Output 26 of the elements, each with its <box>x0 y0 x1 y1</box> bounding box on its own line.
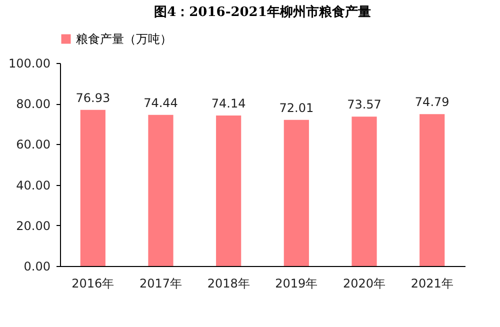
bar <box>148 114 174 266</box>
x-tick-label: 2021年 <box>410 276 454 290</box>
bar <box>420 114 445 266</box>
legend-label: 粮食产量（万吨） <box>76 32 172 46</box>
y-tick-label: 100.00 <box>8 56 50 70</box>
chart-title: 图4：2016-2021年柳州市粮食产量 <box>154 4 371 20</box>
data-label: 74.14 <box>211 96 246 110</box>
y-tick-label: 80.00 <box>16 97 50 112</box>
x-tick-label: 2016年 <box>72 276 114 290</box>
y-tick-label: 60.00 <box>16 138 50 152</box>
y-tick-label: 20.00 <box>16 218 50 233</box>
x-tick-label: 2020年 <box>342 276 386 290</box>
data-label: 72.01 <box>279 100 314 115</box>
data-label: 73.57 <box>347 98 382 112</box>
data-label: 76.93 <box>76 90 110 105</box>
y-tick-label: 40.00 <box>16 178 50 192</box>
bar <box>80 110 106 266</box>
x-tick-label: 2017年 <box>139 276 182 290</box>
y-tick-label: 0.00 <box>24 260 50 274</box>
bar <box>216 115 242 266</box>
bar <box>352 116 377 266</box>
x-tick-label: 2018年 <box>207 276 250 290</box>
data-label: 74.79 <box>414 95 450 110</box>
x-tick-label: 2019年 <box>275 276 318 290</box>
bar <box>284 120 309 266</box>
data-label: 74.44 <box>144 96 178 110</box>
